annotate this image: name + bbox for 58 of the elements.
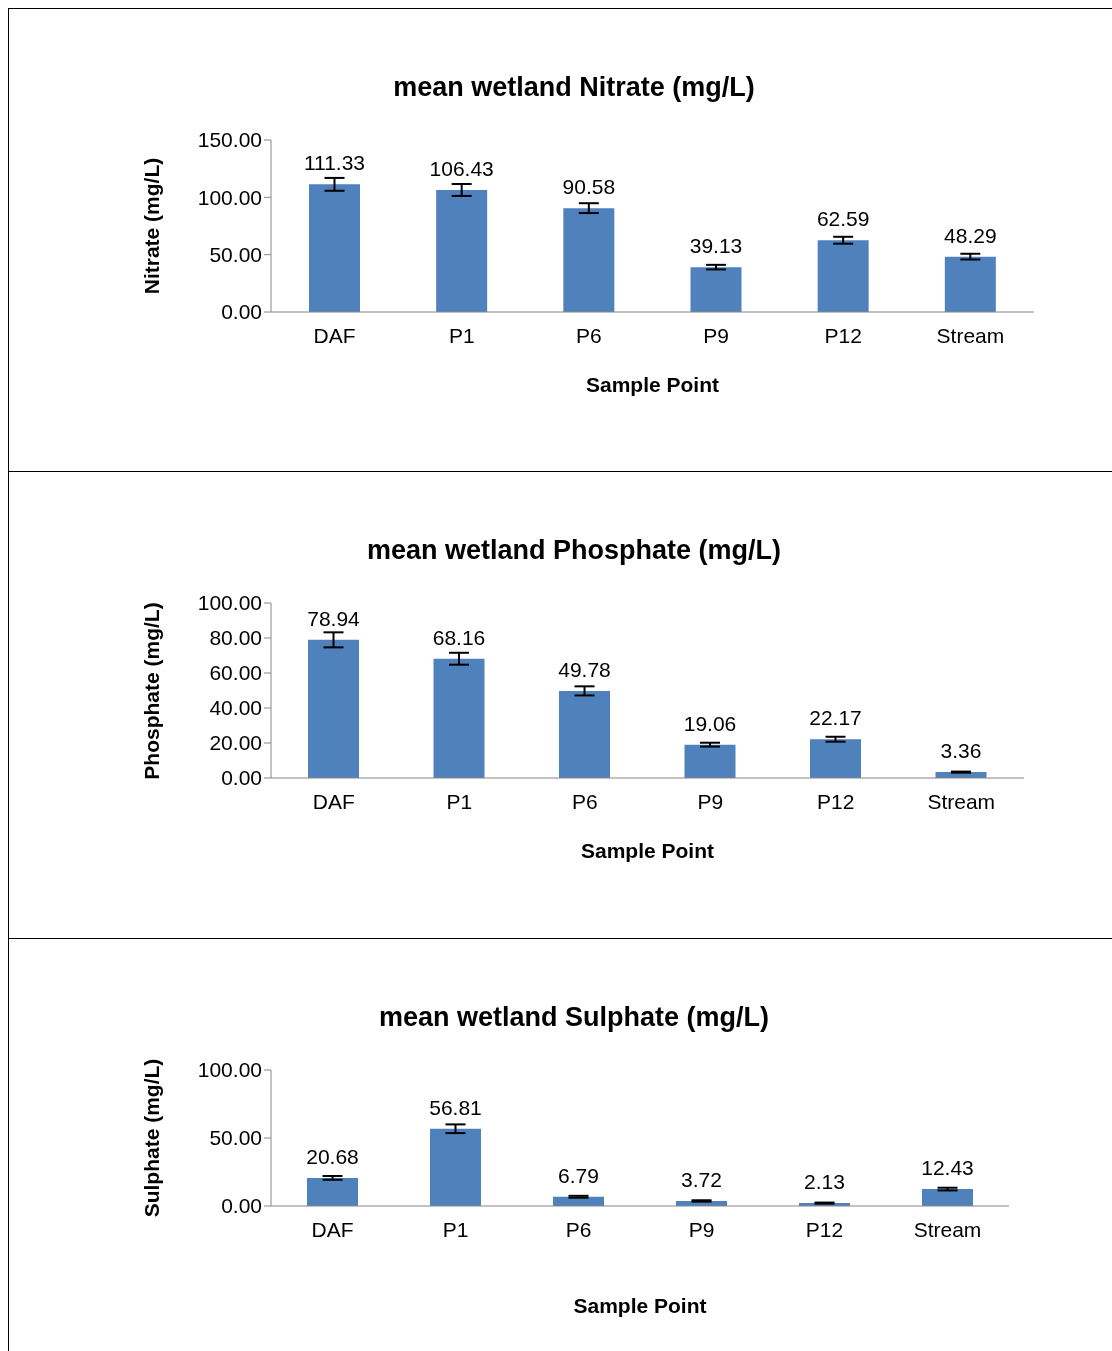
x-tick-label: Stream (913, 1217, 982, 1241)
y-tick-label: 20.00 (209, 731, 262, 755)
x-tick-label: P12 (824, 323, 862, 347)
x-tick-label: Stream (936, 323, 1005, 347)
x-tick-label: P6 (565, 1217, 592, 1241)
y-tick-label: 80.00 (209, 626, 262, 650)
y-axis-title: Nitrate (mg/L) (140, 157, 164, 295)
x-axis-title: Sample Point (585, 373, 720, 397)
y-tick-label: 60.00 (209, 661, 262, 685)
data-label: 56.81 (429, 1095, 482, 1119)
y-tick-label: 100.00 (197, 591, 262, 615)
data-label: 106.43 (429, 156, 494, 180)
y-tick-label: 0.00 (221, 1194, 262, 1218)
data-label: 3.36 (940, 739, 982, 763)
x-tick-label: DAF (313, 323, 356, 347)
data-label: 78.94 (307, 606, 361, 630)
chart-title: mean wetland Phosphate (mg/L) (365, 535, 782, 566)
y-tick-label: 50.00 (209, 1126, 262, 1150)
y-tick-label: 100.00 (197, 1058, 262, 1082)
x-tick-label: P6 (571, 789, 598, 813)
data-label: 12.43 (921, 1156, 974, 1180)
data-label: 19.06 (683, 711, 737, 735)
x-tick-label: DAF (311, 1217, 354, 1241)
chart-title: mean wetland Sulphate (mg/L) (377, 1002, 770, 1033)
x-tick-label: P9 (697, 789, 724, 813)
x-axis-title: Sample Point (572, 1294, 708, 1318)
x-tick-label: P1 (448, 323, 475, 347)
x-tick-label: P6 (576, 323, 602, 347)
data-label: 62.59 (816, 207, 870, 231)
data-label: 39.13 (689, 234, 743, 258)
data-label: 22.17 (809, 706, 862, 730)
x-tick-label: P1 (442, 1217, 469, 1241)
x-axis-title: Sample Point (580, 839, 715, 863)
y-axis-title: Sulphate (mg/L) (140, 1058, 164, 1218)
data-label: 111.33 (303, 151, 366, 175)
y-tick-label: 100.00 (197, 185, 262, 209)
x-tick-label: DAF (312, 789, 355, 813)
data-label: 3.72 (681, 1167, 722, 1191)
data-label: 2.13 (804, 1170, 845, 1194)
data-label: 48.29 (944, 223, 997, 247)
data-label: 68.16 (432, 625, 486, 649)
y-axis-title: Phosphate (mg/L) (140, 601, 164, 780)
y-tick-label: 0.00 (221, 766, 262, 790)
data-label: 6.79 (558, 1163, 599, 1187)
y-tick-label: 150.00 (197, 128, 262, 152)
x-tick-label: P12 (805, 1217, 844, 1241)
x-tick-label: P1 (446, 789, 473, 813)
y-tick-label: 50.00 (209, 243, 262, 267)
x-tick-label: P9 (688, 1217, 715, 1241)
x-tick-label: P12 (817, 789, 855, 813)
x-tick-label: Stream (927, 789, 996, 813)
y-tick-label: 40.00 (209, 696, 262, 720)
data-label: 49.78 (558, 657, 611, 681)
data-label: 90.58 (562, 175, 616, 199)
y-tick-label: 0.00 (221, 300, 262, 324)
x-tick-label: P9 (703, 323, 729, 347)
chart-title: mean wetland Nitrate (mg/L) (392, 72, 756, 103)
data-label: 20.68 (306, 1144, 359, 1168)
